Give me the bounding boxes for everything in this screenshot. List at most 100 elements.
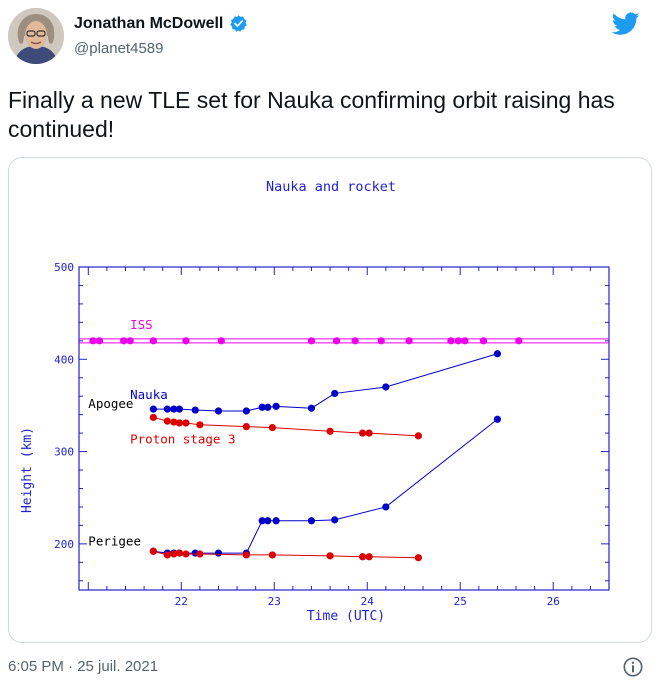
data-point: [242, 551, 250, 559]
y-tick-label: 200: [54, 538, 74, 551]
data-point: [120, 337, 128, 345]
twitter-bird-icon[interactable]: [612, 12, 640, 36]
data-point: [405, 337, 413, 345]
y-tick-label: 500: [54, 261, 74, 274]
data-point: [515, 337, 523, 345]
data-point: [307, 337, 316, 345]
x-axis-label: Time (UTC): [307, 609, 385, 624]
series-proton-apogee: [149, 413, 422, 440]
data-point: [163, 405, 171, 413]
data-point: [358, 553, 367, 561]
data-point: [170, 550, 178, 558]
verified-badge-icon: [230, 15, 248, 32]
info-icon[interactable]: [622, 656, 644, 678]
data-point: [272, 402, 280, 410]
data-point: [149, 413, 157, 422]
x-tick-label: 22: [175, 595, 188, 608]
annotation-label: Apogee: [88, 396, 133, 411]
x-tick-label: 23: [268, 595, 281, 608]
data-point: [326, 552, 334, 560]
data-point: [191, 406, 199, 414]
data-point: [163, 417, 171, 425]
data-point: [175, 419, 184, 427]
annotation-label: Nauka: [130, 387, 168, 402]
author-name[interactable]: Jonathan McDowell: [74, 14, 224, 32]
data-point: [382, 383, 390, 391]
data-point: [214, 407, 223, 415]
x-tick-label: 26: [547, 595, 560, 608]
data-point: [382, 503, 390, 511]
x-tick-label: 24: [361, 595, 375, 608]
data-point: [307, 517, 316, 525]
data-point: [242, 423, 250, 431]
data-point: [414, 554, 422, 562]
data-point: [258, 517, 266, 525]
data-point: [268, 423, 277, 432]
data-point: [170, 418, 178, 426]
x-tick-label: 25: [454, 595, 467, 608]
plot-border: [78, 266, 610, 591]
data-point: [170, 405, 178, 413]
data-point: [149, 547, 157, 555]
data-point: [493, 415, 502, 423]
data-point: [307, 404, 316, 412]
chart: Nauka and rocket 22 23 24 25 26200300400500 …: [20, 179, 610, 624]
chart-title: Nauka and rocket: [266, 179, 396, 195]
data-point: [149, 405, 157, 413]
avatar-image: [8, 8, 64, 64]
data-point: [331, 516, 339, 524]
plot-frame: [78, 266, 610, 591]
data-point: [493, 350, 502, 358]
data-point: [332, 337, 341, 345]
series-proton-perigee: [149, 547, 422, 562]
data-point: [182, 550, 190, 558]
data-point: [258, 403, 266, 411]
axis-tick-labels: 22 23 24 25 26 200 300 400 500: [54, 261, 560, 608]
data-point: [461, 337, 469, 345]
y-tick-label: 400: [54, 353, 74, 366]
author-handle[interactable]: @planet4589: [74, 40, 164, 57]
data-point: [214, 549, 223, 557]
data-point: [196, 550, 204, 558]
data-point: [163, 551, 171, 559]
series-layer: [79, 337, 609, 562]
data-point: [351, 337, 359, 345]
data-point: [175, 549, 184, 557]
annotation-label: Perigee: [88, 534, 141, 549]
data-point: [242, 407, 250, 415]
annotation-label: ISS: [130, 317, 153, 332]
data-point: [95, 337, 104, 345]
annotation-label: Proton stage 3: [130, 431, 235, 446]
avatar[interactable]: [8, 8, 64, 64]
series-iss: [79, 337, 609, 345]
y-axis-label: Height (km): [20, 427, 35, 513]
data-point: [414, 432, 422, 440]
data-point: [196, 421, 204, 429]
data-point: [268, 551, 277, 559]
data-point: [326, 427, 334, 435]
data-point: [217, 337, 225, 345]
tweet-text: Finally a new TLE set for Nauka confirmi…: [8, 87, 615, 142]
tweet-timestamp[interactable]: 6:05 PM · 25 juil. 2021: [8, 658, 159, 675]
data-point: [89, 337, 97, 345]
tweet-media-chart[interactable]: Nauka and rocket 22 23 24 25 26 200 300 400 500 …: [8, 157, 652, 643]
data-point: [182, 337, 190, 345]
data-point: [182, 419, 190, 427]
data-point: [264, 403, 272, 411]
data-point: [454, 337, 462, 345]
data-point: [272, 517, 280, 525]
data-point: [149, 337, 157, 345]
series-line: [153, 353, 498, 412]
data-point: [365, 553, 373, 561]
series-nauka-apogee: [149, 350, 502, 415]
data-point: [479, 337, 488, 345]
data-point: [358, 429, 367, 437]
data-point: [126, 337, 134, 345]
data-point: [264, 517, 272, 525]
data-point: [377, 337, 385, 345]
axis-ticks: [79, 266, 610, 590]
author-row: Jonathan McDowell: [74, 14, 248, 33]
data-point: [447, 337, 455, 345]
y-tick-label: 300: [54, 446, 74, 459]
